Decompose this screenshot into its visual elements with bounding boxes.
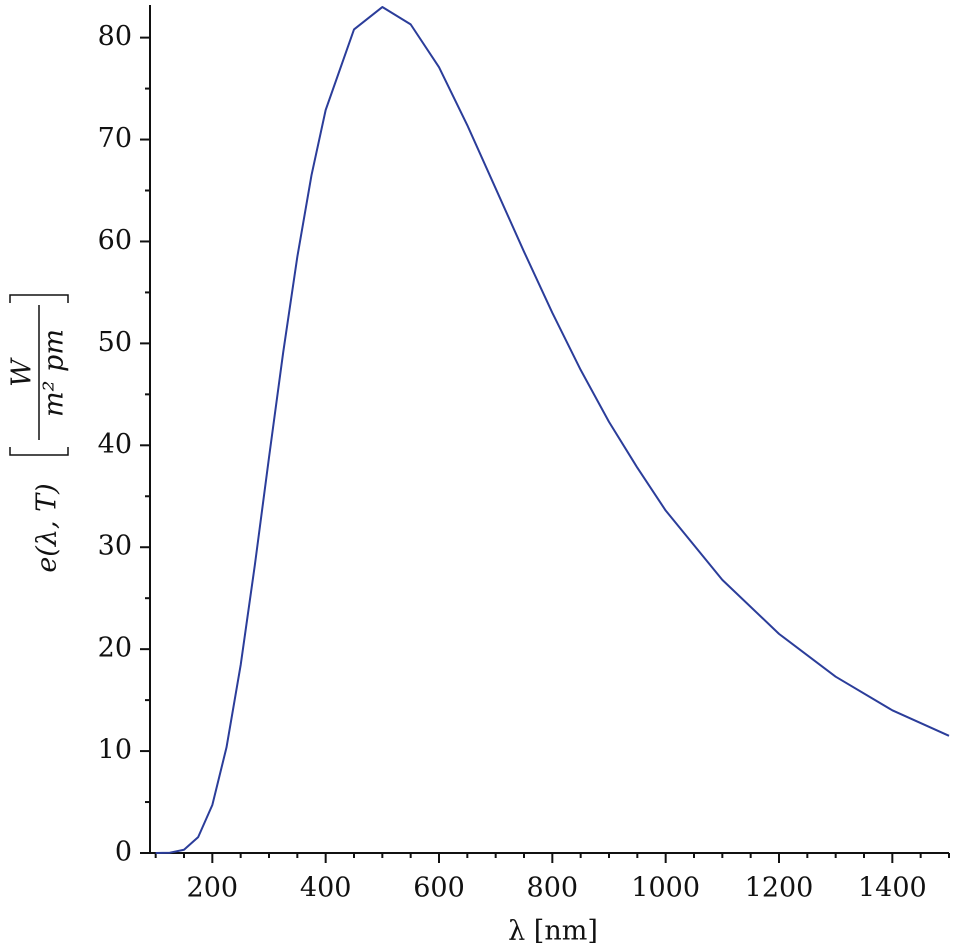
y-axis-label: e(λ, T) <box>32 483 63 572</box>
x-tick-label: 800 <box>527 873 579 904</box>
x-tick-label: 400 <box>300 873 352 904</box>
y-unit-denominator: m² pm <box>39 329 70 417</box>
y-tick-label: 40 <box>98 429 132 460</box>
y-tick-label: 80 <box>98 21 132 52</box>
x-tick-label: 1000 <box>631 873 700 904</box>
y-unit-numerator: W <box>7 357 38 387</box>
y-axis-label-group: e(λ, T) W m² pm <box>7 294 70 573</box>
bracket-left <box>9 447 69 456</box>
y-tick-label: 30 <box>98 531 132 562</box>
x-tick-label: 600 <box>413 873 465 904</box>
y-tick-label: 10 <box>98 735 132 766</box>
bracket-right <box>9 294 69 303</box>
y-tick-label: 50 <box>98 327 132 358</box>
x-axis-label: λ [nm] <box>508 916 598 947</box>
data-line <box>155 6 950 854</box>
y-tick-label: 70 <box>98 123 132 154</box>
x-tick-label: 1400 <box>858 873 927 904</box>
x-tick-label: 1200 <box>745 873 814 904</box>
y-tick-label: 0 <box>115 837 132 868</box>
y-tick-label: 20 <box>98 633 132 664</box>
x-tick-label: 200 <box>187 873 239 904</box>
y-tick-label: 60 <box>98 225 132 256</box>
